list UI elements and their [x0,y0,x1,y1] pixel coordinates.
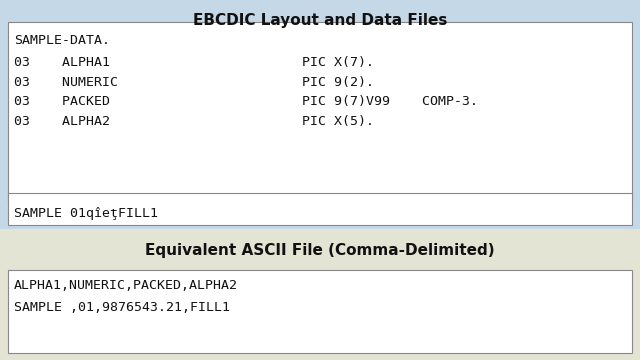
Text: 03    PACKED                        PIC 9(7)V99    COMP-3.: 03 PACKED PIC 9(7)V99 COMP-3. [14,95,478,108]
Text: ALPHA1,NUMERIC,PACKED,ALPHA2: ALPHA1,NUMERIC,PACKED,ALPHA2 [14,279,238,292]
FancyBboxPatch shape [8,193,632,225]
Text: Equivalent ASCII File (Comma-Delimited): Equivalent ASCII File (Comma-Delimited) [145,243,495,258]
Text: SAMPLE 01qîeţFILL1: SAMPLE 01qîeţFILL1 [14,207,158,220]
FancyBboxPatch shape [8,270,632,353]
Bar [0,0,640,229]
Bar [0,229,640,360]
Text: SAMPLE ,01,9876543.21,FILL1: SAMPLE ,01,9876543.21,FILL1 [14,301,230,314]
Text: EBCDIC Layout and Data Files: EBCDIC Layout and Data Files [193,13,447,28]
FancyBboxPatch shape [8,22,632,202]
Text: SAMPLE-DATA.: SAMPLE-DATA. [14,34,110,47]
Text: 03    ALPHA2                        PIC X(5).: 03 ALPHA2 PIC X(5). [14,115,374,128]
Text: 03    ALPHA1                        PIC X(7).: 03 ALPHA1 PIC X(7). [14,56,374,69]
Text: 03    NUMERIC                       PIC 9(2).: 03 NUMERIC PIC 9(2). [14,76,374,89]
